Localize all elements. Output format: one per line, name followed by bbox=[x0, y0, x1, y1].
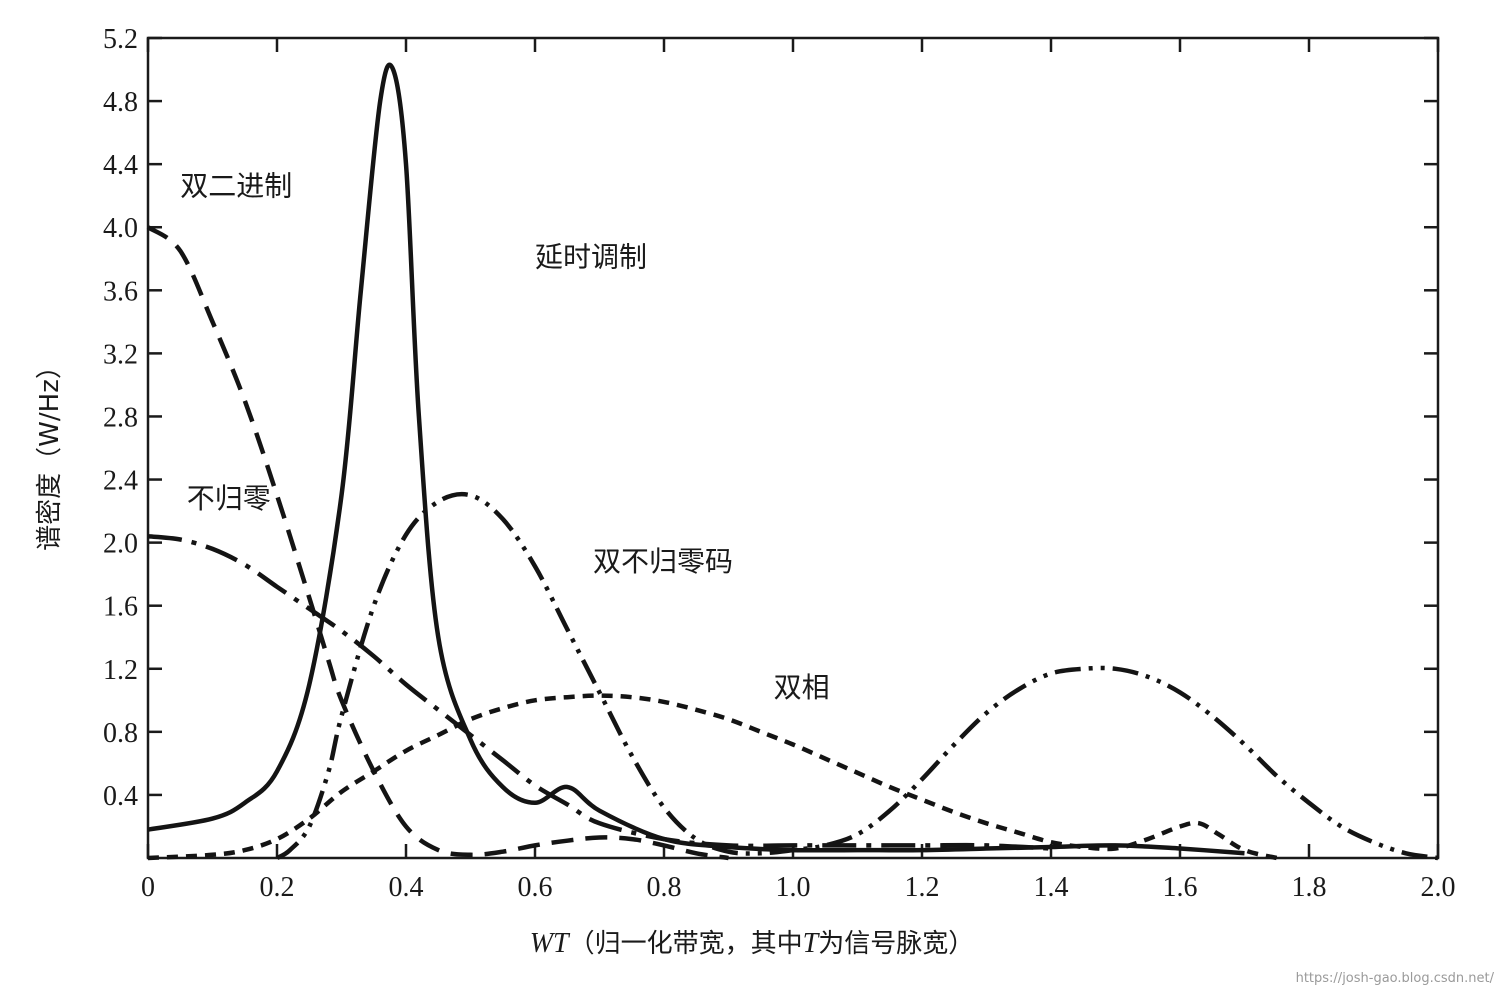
y-tick-label: 2.0 bbox=[103, 529, 138, 560]
annotation-label: 延时调制 bbox=[535, 241, 647, 274]
x-tick-label: 1.8 bbox=[1292, 872, 1327, 903]
x-tick-label: 2.0 bbox=[1421, 872, 1456, 903]
x-tick-label: 1.0 bbox=[776, 872, 811, 903]
y-tick-label: 0.4 bbox=[103, 781, 138, 812]
annotation-label: 双相 bbox=[774, 671, 830, 704]
x-tick-label: 0.6 bbox=[518, 872, 553, 903]
curves bbox=[146, 62, 1439, 861]
annotation-label: 不归零 bbox=[187, 482, 271, 515]
x-tick-label: 0.2 bbox=[260, 872, 295, 903]
series-line-short-dash bbox=[147, 693, 1278, 861]
y-tick-label: 4.0 bbox=[103, 213, 138, 244]
y-tick-label: 5.2 bbox=[103, 24, 138, 55]
x-tick-label: 0 bbox=[141, 872, 155, 903]
axis-tick-labels: 0 0.2 0.4 0.6 0.8 1.0 1.2 1.4 1.6 1.8 2.0 0.4 0.8 1.2… bbox=[103, 24, 1456, 903]
x-tick-label: 1.4 bbox=[1034, 872, 1069, 903]
y-tick-label: 1.2 bbox=[103, 655, 138, 686]
watermark: https://josh-gao.blog.csdn.net/ bbox=[1295, 971, 1494, 986]
y-tick-label: 2.8 bbox=[103, 402, 138, 433]
annotation-label: 双不归零码 bbox=[593, 545, 733, 578]
y-tick-label: 4.8 bbox=[103, 87, 138, 118]
series-line-solid bbox=[147, 62, 1245, 856]
y-tick-label: 3.6 bbox=[103, 276, 138, 307]
plot-frame bbox=[146, 36, 1440, 860]
series-line-dashed bbox=[146, 225, 729, 861]
y-tick-label: 4.4 bbox=[103, 150, 138, 181]
annotation-label: 双二进制 bbox=[180, 170, 292, 203]
x-tick-label: 0.8 bbox=[647, 872, 682, 903]
x-tick-label: 1.6 bbox=[1163, 872, 1198, 903]
x-tick-label: 0.4 bbox=[389, 872, 424, 903]
series-line-dash-dot-dot bbox=[275, 491, 1439, 861]
y-tick-label: 1.6 bbox=[103, 592, 138, 623]
series-line-long-dash-dot bbox=[147, 534, 1052, 851]
y-tick-label: 3.2 bbox=[103, 339, 138, 370]
x-tick-label: 1.2 bbox=[905, 872, 940, 903]
axis-ticks bbox=[146, 36, 1440, 858]
y-tick-label: 0.8 bbox=[103, 718, 138, 749]
y-axis-title: 谱密度（W/Hz） bbox=[35, 353, 65, 551]
x-axis-title: WT（归一化带宽，其中T为信号脉宽） bbox=[530, 928, 975, 959]
y-tick-label: 2.4 bbox=[103, 466, 138, 497]
